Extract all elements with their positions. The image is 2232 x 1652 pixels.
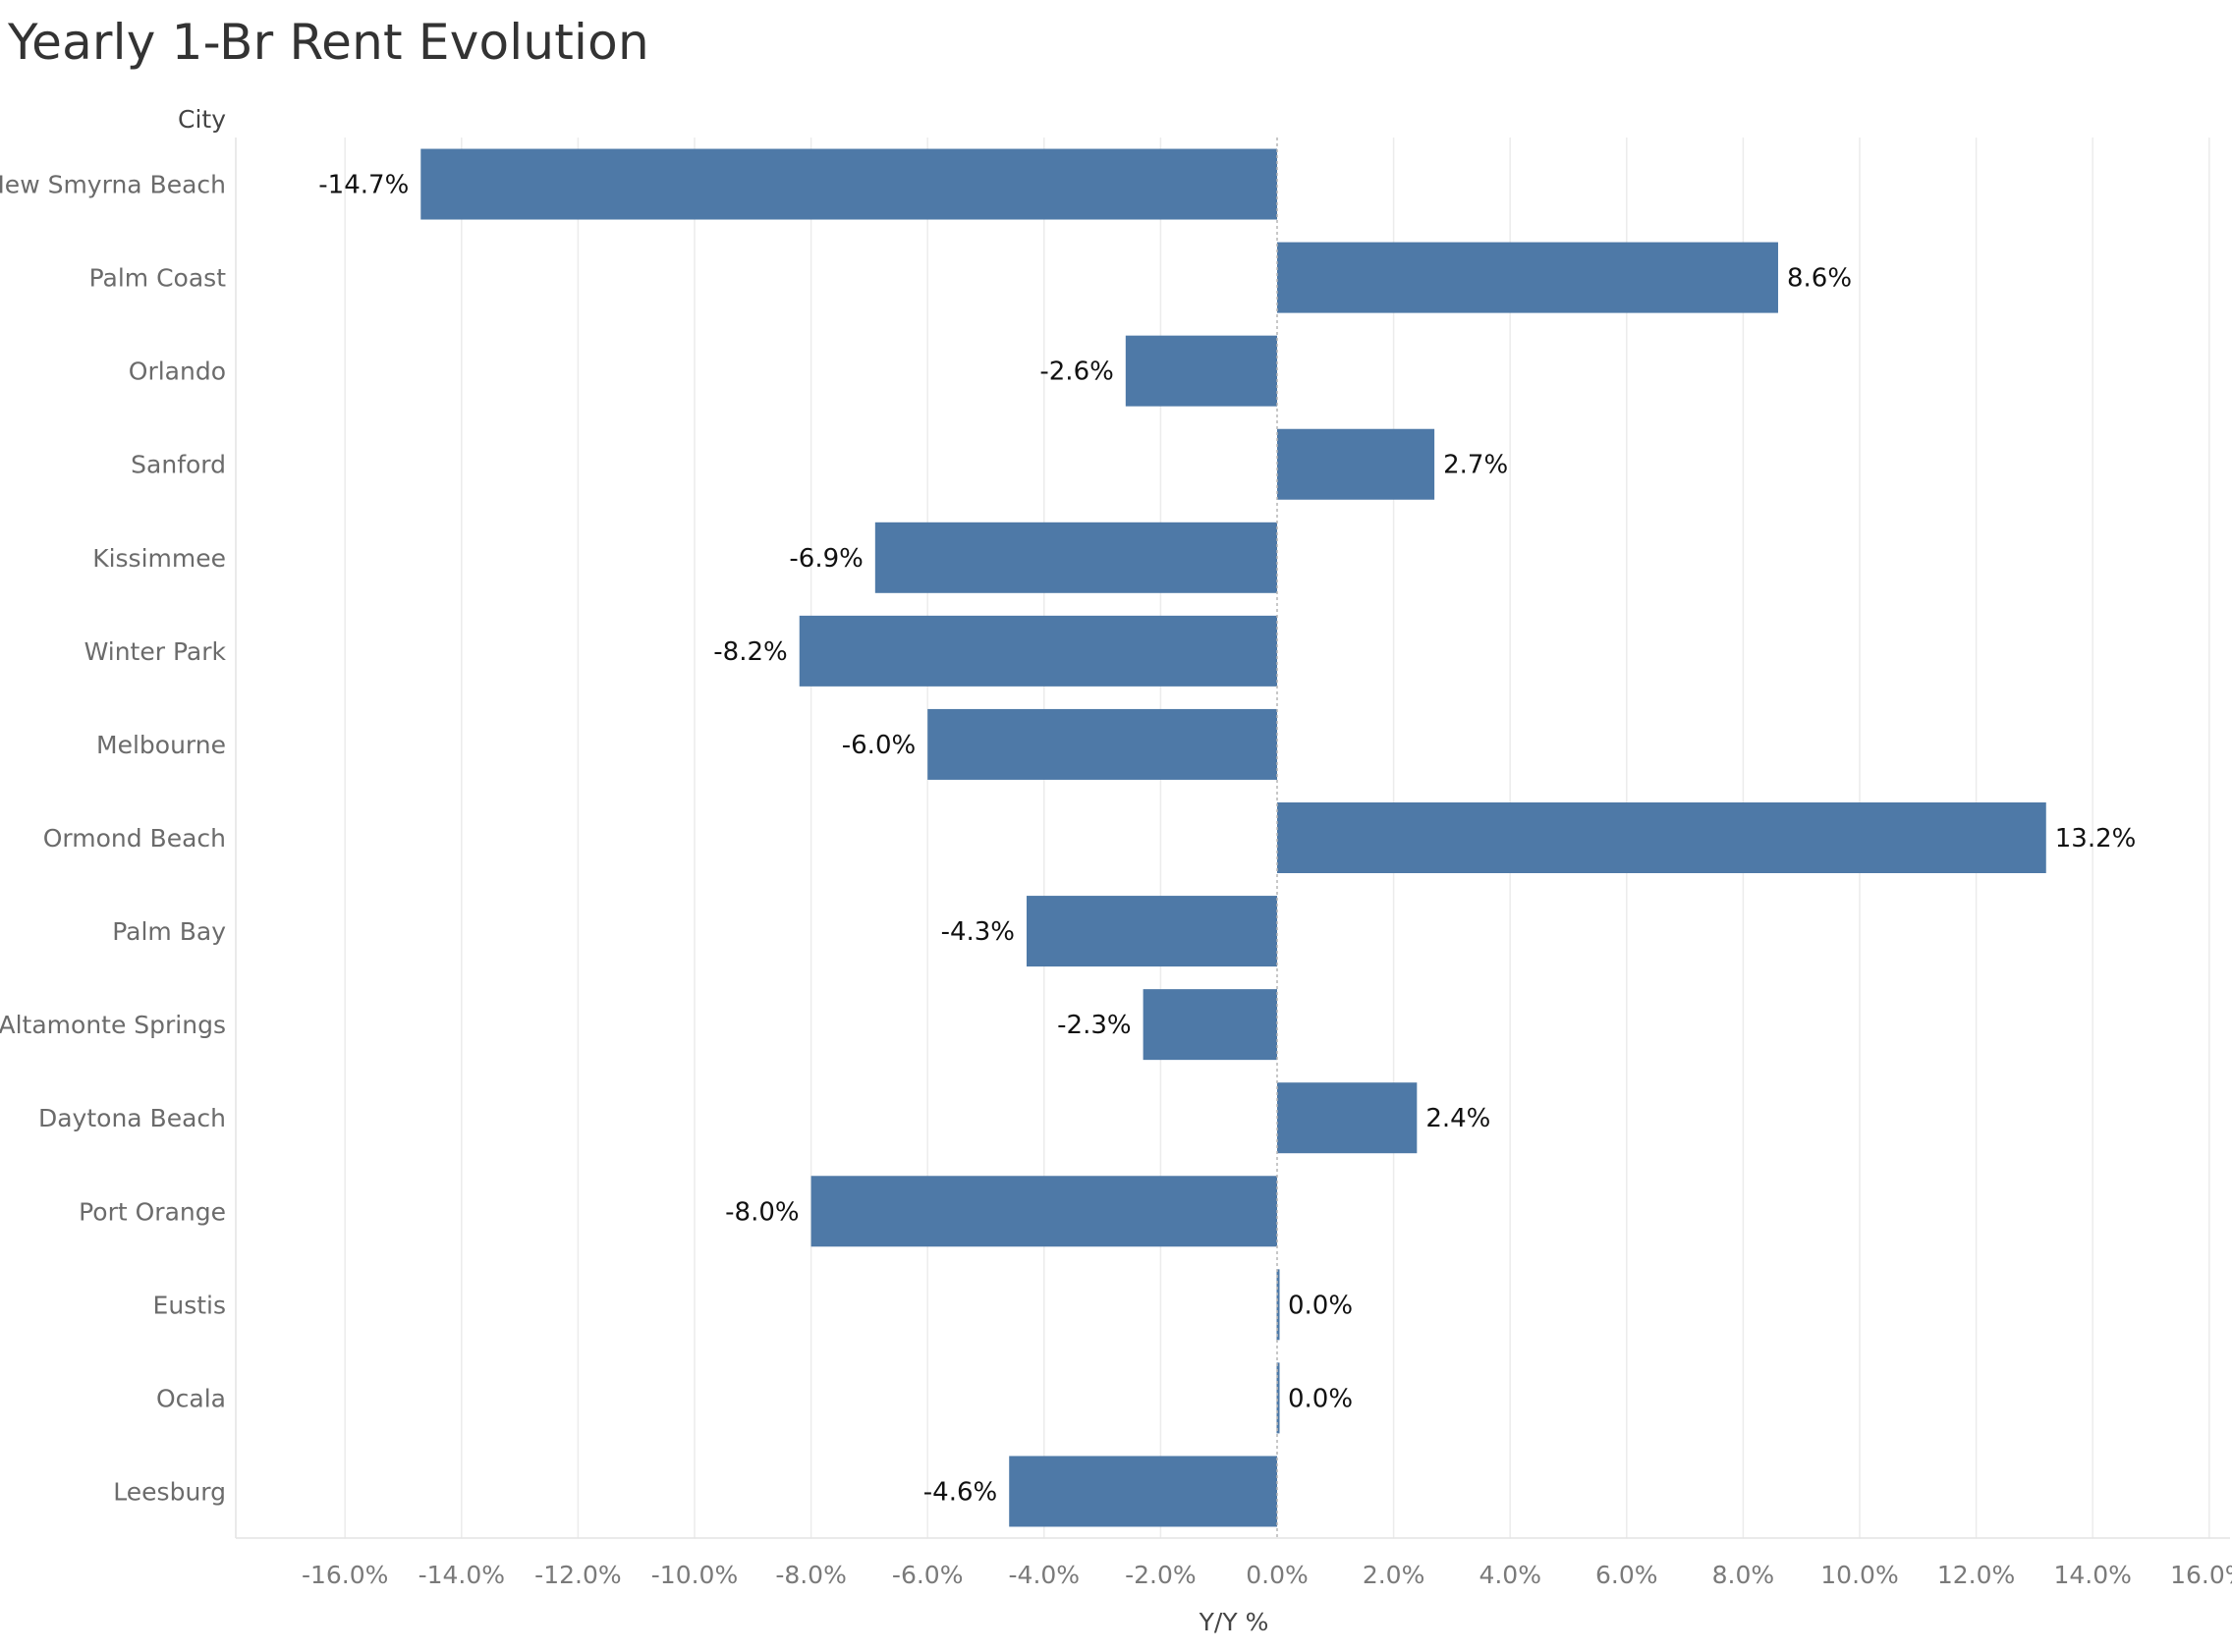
category-label: Ocala [156, 1384, 226, 1412]
labels: New Smyrna Beach -14.7% Palm Coast 8.6% Orla… [0, 138, 2232, 1589]
category-label: Winter Park [84, 637, 227, 666]
x-tick-label: -14.0% [418, 1561, 505, 1589]
bar [1277, 242, 1778, 313]
x-tick-label: -6.0% [892, 1561, 964, 1589]
category-label: Port Orange [79, 1197, 226, 1226]
y-axis-title: City [178, 105, 226, 134]
bars [420, 148, 2046, 1527]
category-label: Altamonte Springs [0, 1011, 226, 1039]
data-label: 0.0% [1288, 1384, 1353, 1413]
x-tick-label: 10.0% [1820, 1561, 1898, 1589]
data-label: -2.6% [1039, 358, 1113, 387]
data-label: -14.7% [318, 171, 409, 200]
bar [1277, 1082, 1418, 1154]
data-label: 13.2% [2055, 824, 2137, 854]
bar [1143, 989, 1277, 1061]
category-label: Palm Bay [112, 917, 226, 946]
x-axis-title: Y/Y % [1199, 1608, 1269, 1636]
x-tick-label: -2.0% [1125, 1561, 1197, 1589]
category-label: Sanford [131, 451, 226, 479]
category-label: Leesburg [113, 1477, 226, 1506]
bar [1276, 1362, 1280, 1434]
bar [1276, 1269, 1280, 1341]
data-label: -8.2% [713, 637, 787, 667]
x-tick-label: 14.0% [2053, 1561, 2131, 1589]
category-label: Orlando [129, 358, 226, 386]
x-tick-label: -8.0% [775, 1561, 847, 1589]
data-label: -8.0% [725, 1197, 799, 1227]
bar [1027, 896, 1277, 967]
bar [799, 615, 1277, 687]
bar [810, 1176, 1277, 1247]
x-tick-label: 0.0% [1246, 1561, 1309, 1589]
category-label: Daytona Beach [38, 1104, 226, 1132]
x-tick-label: 6.0% [1595, 1561, 1658, 1589]
category-label: Kissimmee [92, 544, 226, 573]
bar [927, 708, 1277, 780]
bar [1277, 802, 2046, 873]
chart-title: Yearly 1-Br Rent Evolution [8, 14, 649, 71]
x-tick-label: 8.0% [1712, 1561, 1775, 1589]
x-tick-label: -16.0% [302, 1561, 388, 1589]
bar [420, 148, 1277, 220]
data-label: 8.6% [1787, 264, 1852, 294]
data-label: -6.9% [789, 544, 863, 574]
data-label: -4.3% [941, 917, 1015, 947]
x-tick-label: -12.0% [534, 1561, 621, 1589]
data-label: 0.0% [1288, 1291, 1353, 1320]
x-tick-label: -4.0% [1009, 1561, 1081, 1589]
data-label: -6.0% [842, 731, 916, 760]
x-tick-label: 12.0% [1937, 1561, 2015, 1589]
bar [1009, 1456, 1277, 1527]
category-label: New Smyrna Beach [0, 171, 226, 199]
x-tick-label: 2.0% [1363, 1561, 1425, 1589]
category-label: Eustis [153, 1291, 226, 1319]
bar [874, 522, 1277, 593]
category-label: Melbourne [96, 731, 226, 759]
bar [1125, 335, 1277, 407]
category-label: Palm Coast [89, 264, 227, 293]
data-label: 2.4% [1425, 1104, 1490, 1133]
bar [1277, 428, 1435, 500]
data-label: -4.6% [923, 1477, 997, 1507]
x-tick-label: -10.0% [651, 1561, 738, 1589]
data-label: -2.3% [1057, 1011, 1131, 1040]
category-label: Ormond Beach [43, 824, 226, 853]
x-tick-label: 16.0% [2170, 1561, 2232, 1589]
x-tick-label: 4.0% [1479, 1561, 1541, 1589]
data-label: 2.7% [1443, 451, 1508, 480]
